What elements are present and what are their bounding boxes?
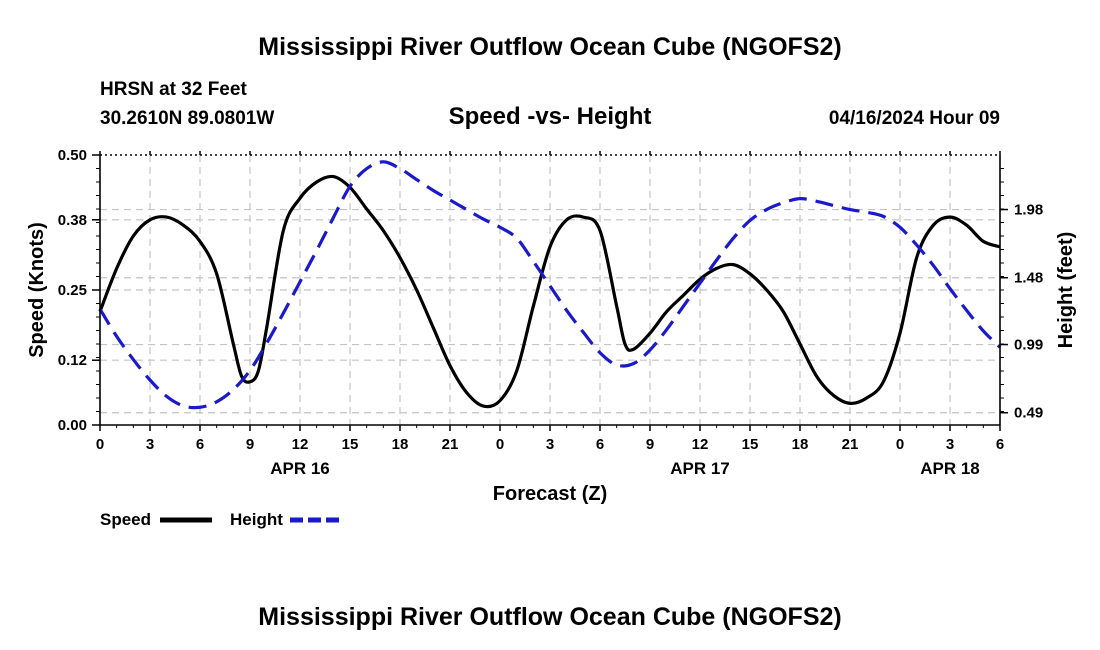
y-tick-label: 0.12 [58, 352, 87, 369]
x-date-label: APR 18 [920, 459, 980, 478]
speed-series-line [98, 174, 1001, 409]
forecast-datetime: 04/16/2024 Hour 09 [829, 108, 1000, 129]
legend: Speed Height [100, 510, 342, 529]
x-axis-label: Forecast (Z) [493, 483, 607, 505]
x-tick-label: 9 [646, 436, 654, 453]
x-tick-label: 18 [792, 436, 809, 453]
x-tick-label: 6 [996, 436, 1004, 453]
x-tick-label: 6 [196, 436, 204, 453]
grid [100, 155, 1000, 425]
chart-title: Mississippi River Outflow Ocean Cube (NG… [258, 33, 841, 61]
y2-tick-label: 1.48 [1014, 270, 1043, 287]
x-tick-label: 3 [546, 436, 554, 453]
x-tick-label: 15 [742, 436, 759, 453]
x-tick-label: 0 [496, 436, 504, 453]
station-label: HRSN at 32 Feet [100, 79, 247, 100]
y-axis-label: Speed (Knots) [26, 222, 48, 358]
y2-axis-label: Height (feet) [1055, 232, 1077, 349]
y-tick-label: 0.25 [58, 282, 87, 299]
x-tick-label: 15 [342, 436, 359, 453]
height-series-line [98, 160, 1002, 410]
legend-speed-label: Speed [100, 510, 151, 529]
y-tick-label: 0.50 [58, 147, 87, 164]
x-tick-label: 21 [842, 436, 859, 453]
x-date-label: APR 17 [670, 459, 730, 478]
x-tick-label: 9 [246, 436, 254, 453]
y2-tick-label: 0.99 [1014, 337, 1043, 354]
y-tick-label: 0.00 [58, 417, 87, 434]
x-tick-label: 21 [442, 436, 459, 453]
x-tick-label: 12 [692, 436, 709, 453]
chart-subtitle: Speed -vs- Height [449, 103, 652, 130]
x-tick-label: 0 [896, 436, 904, 453]
footer-title: Mississippi River Outflow Ocean Cube (NG… [258, 603, 841, 631]
x-tick-label: 3 [146, 436, 154, 453]
coordinates-label: 30.2610N 89.0801W [100, 108, 274, 129]
x-tick-label: 0 [96, 436, 104, 453]
x-date-label: APR 16 [270, 459, 330, 478]
y2-tick-label: 0.49 [1014, 405, 1043, 422]
y-tick-label: 0.38 [58, 212, 87, 229]
series [98, 160, 1002, 410]
y2-tick-label: 1.98 [1014, 202, 1043, 219]
x-tick-label: 18 [392, 436, 409, 453]
axes: 0 3 6 9 12 15 18 21 0 3 6 9 12 15 18 21 0 3 6 APR 16 APR 17 A… [58, 147, 1043, 478]
legend-height-label: Height [230, 510, 283, 529]
x-tick-label: 3 [946, 436, 954, 453]
x-tick-label: 6 [596, 436, 604, 453]
x-tick-label: 12 [292, 436, 309, 453]
